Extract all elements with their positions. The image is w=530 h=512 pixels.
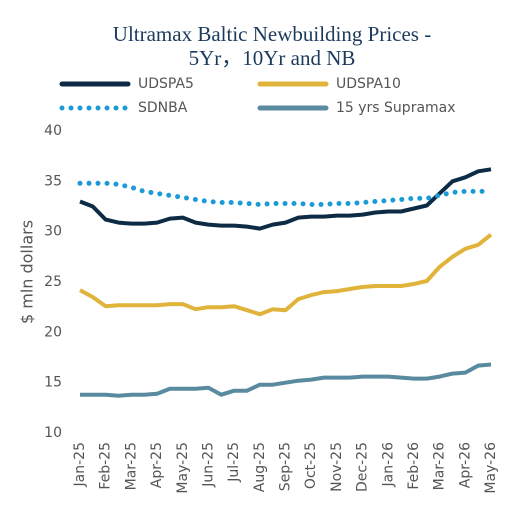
- series-line: [79, 167, 492, 231]
- x-tick-label: Feb-26: [406, 442, 422, 490]
- y-tick-label: 20: [44, 324, 62, 340]
- legend-label: SDNBA: [138, 100, 188, 116]
- legend-label: 15 yrs Supramax: [336, 100, 456, 116]
- x-tick-label: Jun-25: [200, 442, 216, 488]
- series-line: [80, 362, 492, 398]
- y-axis-label: $ mln dollars: [18, 220, 37, 324]
- x-tick-label: Mar-26: [432, 442, 448, 490]
- x-tick-label: Aug-25: [252, 442, 268, 492]
- y-tick-label: 10: [44, 425, 62, 441]
- x-tick-label: Oct-25: [303, 442, 319, 489]
- y-tick-label: 15: [44, 375, 62, 391]
- x-tick-label: May-26: [483, 442, 499, 494]
- y-tick-label: 40: [44, 123, 62, 139]
- x-tick-label: Jul-25: [226, 442, 242, 483]
- x-tick-label: Jan-26: [380, 442, 396, 488]
- x-tick-label: Feb-25: [98, 442, 114, 490]
- series-line: [79, 233, 493, 317]
- x-tick-label: Apr-25: [149, 442, 165, 488]
- x-tick-label: Nov-25: [329, 442, 345, 492]
- x-tick-label: May-25: [175, 442, 191, 494]
- legend-label: UDSPA5: [138, 76, 194, 92]
- chart-title: Ultramax Baltic Newbuilding Prices -: [113, 22, 431, 46]
- y-tick-label: 35: [44, 173, 62, 189]
- x-tick-label: Apr-26: [457, 442, 473, 488]
- x-tick-label: Sep-25: [278, 442, 294, 491]
- x-tick-label: Dec-25: [355, 442, 371, 492]
- y-tick-label: 25: [44, 274, 62, 290]
- series-line: [77, 180, 494, 208]
- y-tick-label: 30: [44, 224, 62, 240]
- legend-label: UDSPA10: [336, 76, 401, 92]
- x-tick-label: Jan-25: [72, 442, 88, 487]
- x-tick-label: Mar-25: [123, 442, 139, 490]
- chart-title: 5Yr，10Yr and NB: [189, 46, 356, 70]
